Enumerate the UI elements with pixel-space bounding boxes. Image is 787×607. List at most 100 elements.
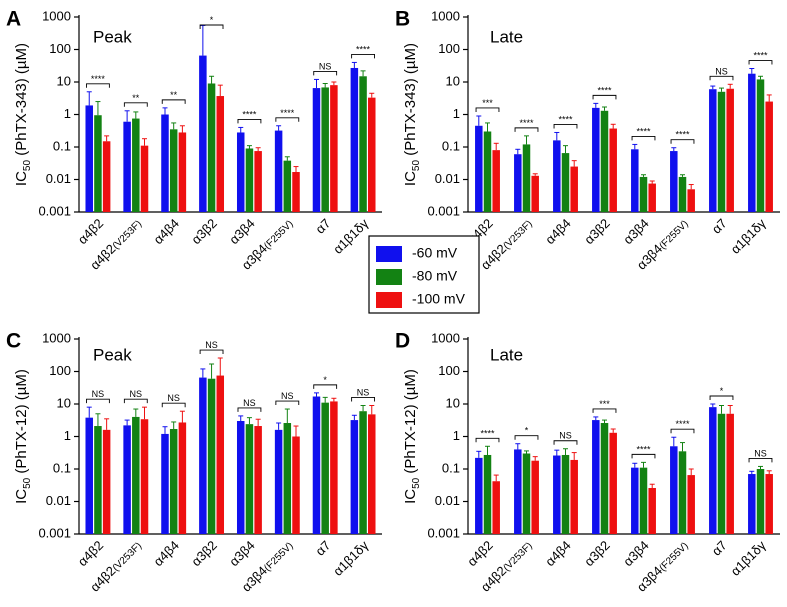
y-tick-label: 100 [438, 363, 460, 378]
x-tick-label: α3β4 [621, 538, 652, 569]
bar [600, 423, 609, 534]
bar [639, 176, 648, 212]
bar [274, 429, 283, 534]
significance-bracket [161, 402, 186, 408]
x-tick-label: α3β4 [227, 216, 258, 247]
bar [756, 79, 765, 213]
y-tick-label: 10 [57, 73, 71, 88]
bar [274, 130, 283, 212]
bar [531, 460, 539, 534]
significance-bracket [514, 127, 539, 132]
significance-bracket [275, 117, 300, 122]
bar [245, 148, 254, 212]
bar [312, 396, 321, 534]
legend-label: -100 mV [412, 291, 466, 307]
bar [178, 132, 187, 212]
y-tick-label: 0.01 [435, 493, 460, 508]
significance-label: **** [356, 44, 371, 54]
bar [102, 429, 111, 534]
bar [687, 189, 695, 212]
significance-bracket [670, 139, 695, 144]
bar [748, 474, 756, 534]
x-tick-label: α3β4 [227, 538, 258, 569]
bar [312, 88, 321, 212]
bar [531, 175, 539, 212]
significance-label: ** [132, 93, 140, 103]
x-tick-label: α7 [313, 216, 334, 237]
significance-bracket [748, 60, 773, 65]
significance-bracket [631, 135, 656, 141]
x-tick-label: α4β2 [465, 538, 496, 569]
bar [717, 91, 726, 212]
significance-bracket [86, 398, 110, 404]
legend-label: -60 mV [412, 245, 458, 261]
bar [648, 183, 656, 212]
bar [94, 426, 102, 534]
bar [123, 425, 131, 534]
panel-letter: C [6, 330, 21, 353]
bar [553, 140, 561, 212]
y-tick-label: 0.1 [53, 460, 71, 475]
y-axis-label: IC50 (PhTX-12) (µM) [402, 369, 422, 504]
bar [522, 453, 531, 534]
legend-swatch [376, 246, 402, 262]
bar [561, 454, 570, 534]
bar [765, 474, 773, 534]
panel-letter: D [395, 330, 410, 353]
y-tick-label: 0.001 [38, 525, 71, 540]
legend-swatch [376, 269, 402, 285]
bar [94, 115, 102, 212]
y-tick-label: 1 [64, 106, 71, 121]
bar [236, 420, 245, 534]
significance-bracket [670, 428, 695, 434]
significance-bracket [592, 94, 617, 100]
bar [678, 176, 687, 212]
x-tick-label: α1β1δγ [728, 216, 769, 257]
bar [726, 88, 734, 212]
bar [639, 467, 648, 534]
legend-label: -80 mV [412, 268, 458, 284]
bar [609, 432, 617, 534]
significance-bracket [313, 384, 338, 389]
bar [85, 105, 93, 212]
significance-bracket [199, 24, 224, 29]
bar [292, 436, 300, 534]
bar [368, 414, 376, 534]
bar [678, 451, 687, 534]
significance-bracket [631, 453, 656, 459]
panel-title: Late [490, 27, 523, 46]
bar [748, 73, 756, 212]
x-tick-label: α3β2 [189, 216, 220, 247]
y-tick-label: 100 [49, 363, 71, 378]
y-tick-label: 1000 [431, 330, 460, 345]
x-tick-label: α4β4 [151, 538, 182, 569]
panel-letter: A [6, 8, 21, 31]
bar [292, 172, 300, 212]
bar [670, 446, 678, 534]
bar [670, 151, 678, 212]
bar [350, 420, 359, 534]
bar [483, 131, 492, 212]
bar [561, 153, 570, 212]
bar [207, 83, 216, 212]
significance-label: * [210, 15, 214, 25]
bar [492, 481, 500, 534]
significance-label: ** [170, 90, 178, 100]
bar [592, 420, 600, 534]
significance-label: **** [636, 126, 651, 136]
x-tick-label: α1β1δγ [330, 538, 371, 579]
bar [350, 67, 359, 212]
significance-label: NS [205, 340, 218, 350]
significance-label: * [720, 386, 724, 396]
x-tick-label: α4β4 [151, 216, 182, 247]
y-tick-label: 100 [49, 41, 71, 56]
panel-d: D Late 0.001 0.01 0.1 1 10 100 1000 IC50 (PhTX-12… [395, 330, 780, 595]
significance-bracket [199, 349, 224, 355]
bar [169, 429, 178, 534]
x-tick-label: α3β2 [189, 538, 220, 569]
bar [631, 467, 639, 534]
legend: -60 mV -80 mV -100 mV [368, 235, 480, 314]
bar [254, 426, 262, 534]
bar [140, 145, 149, 212]
legend-swatch [376, 292, 402, 308]
